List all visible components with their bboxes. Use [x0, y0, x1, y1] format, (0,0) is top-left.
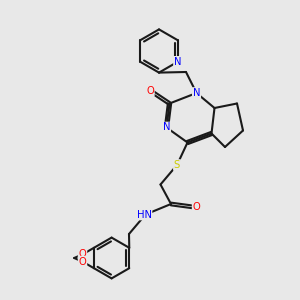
Text: N: N: [174, 57, 182, 67]
Text: HN: HN: [136, 209, 152, 220]
Text: O: O: [193, 202, 200, 212]
Text: O: O: [79, 249, 86, 260]
Text: O: O: [79, 256, 86, 267]
Text: O: O: [146, 86, 154, 96]
Text: N: N: [193, 88, 200, 98]
Text: S: S: [174, 160, 180, 170]
Text: N: N: [163, 122, 170, 133]
